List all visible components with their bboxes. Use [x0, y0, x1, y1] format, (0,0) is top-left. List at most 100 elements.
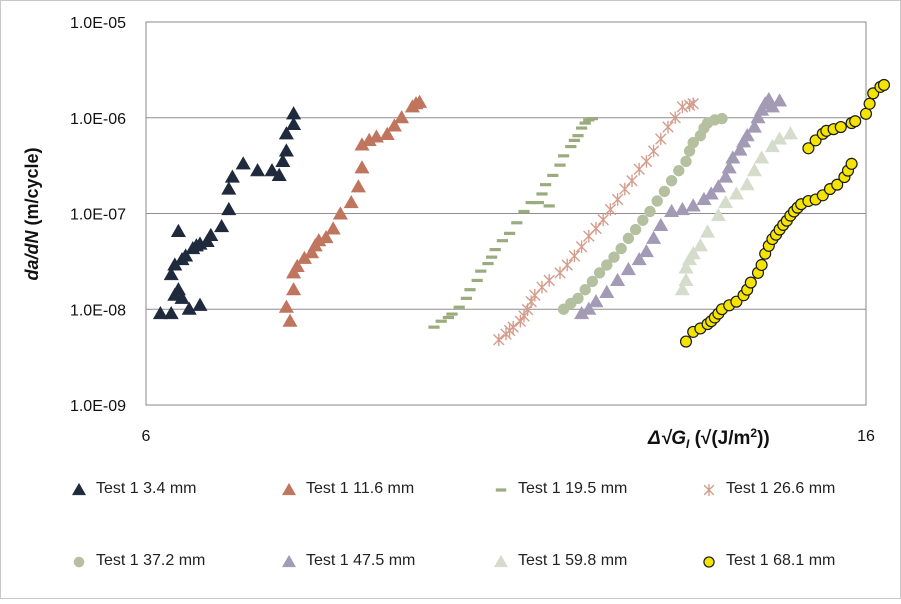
data-point	[750, 110, 766, 124]
data-point	[192, 297, 208, 311]
data-point	[674, 282, 690, 296]
data-point	[687, 136, 699, 149]
data-point	[845, 157, 858, 170]
data-point	[579, 283, 591, 296]
data-point	[599, 284, 615, 298]
data-point	[221, 201, 237, 216]
data-point	[611, 193, 624, 206]
data-point	[687, 97, 699, 111]
gridlines	[146, 117, 866, 310]
data-point	[379, 126, 395, 140]
data-point	[471, 278, 483, 283]
data-point	[674, 201, 690, 216]
data-point	[558, 154, 570, 158]
data-point	[289, 258, 305, 272]
data-point	[718, 194, 734, 209]
data-point	[728, 186, 744, 200]
legend-swatch	[281, 554, 297, 568]
legend-swatch	[495, 488, 507, 492]
y-axis-label: da/dN (m/cycle)	[22, 147, 42, 280]
x-tick-label: 6	[142, 428, 151, 445]
data-point	[565, 144, 577, 149]
data-point	[579, 121, 591, 125]
data-point	[453, 305, 465, 309]
data-point	[511, 221, 523, 225]
data-point	[235, 156, 251, 170]
legend-swatch	[703, 556, 715, 568]
data-point	[572, 292, 584, 305]
data-point	[673, 164, 685, 177]
data-point	[721, 160, 737, 174]
series-5	[557, 112, 728, 315]
data-point	[460, 296, 472, 300]
legend-swatch	[493, 554, 509, 568]
data-point	[561, 258, 573, 272]
data-point	[859, 107, 873, 120]
data-point	[744, 276, 757, 289]
legend-label: Test 1 59.8 mm	[518, 552, 628, 569]
data-point	[428, 325, 440, 329]
data-point	[572, 134, 584, 138]
legend-swatch	[73, 556, 85, 568]
data-point	[782, 126, 798, 140]
data-point	[278, 126, 294, 140]
x-axis-ticks: 6 16	[142, 428, 875, 445]
data-point	[412, 94, 428, 108]
data-point	[703, 186, 719, 200]
data-point	[278, 143, 294, 157]
series-8	[679, 78, 891, 348]
y-tick-label: 1.0E-09	[70, 398, 126, 415]
data-point	[170, 223, 186, 237]
data-point	[692, 238, 708, 252]
data-point	[442, 315, 454, 320]
data-point	[676, 100, 689, 114]
legend-marker	[493, 554, 509, 568]
data-point	[710, 208, 726, 222]
data-point	[593, 267, 606, 279]
data-point	[475, 269, 487, 273]
data-point	[464, 288, 476, 292]
data-point	[637, 214, 649, 226]
legend-item: Test 1 19.5 mm	[492, 480, 627, 498]
data-point	[354, 160, 370, 174]
data-point	[286, 282, 302, 296]
data-point	[446, 312, 458, 316]
data-point	[343, 194, 359, 209]
legend-label: Test 1 11.6 mm	[306, 480, 415, 497]
data-point	[834, 120, 847, 134]
data-point	[554, 163, 566, 167]
data-point	[518, 209, 530, 214]
data-point	[831, 178, 844, 191]
data-point	[610, 272, 626, 286]
data-point	[601, 259, 613, 271]
data-point	[224, 169, 240, 183]
data-point	[350, 179, 366, 193]
data-point	[178, 248, 194, 262]
data-point	[568, 138, 580, 143]
data-point	[739, 177, 755, 191]
data-point	[626, 174, 638, 188]
legend-item: Test 1 68.1 mm	[700, 552, 835, 570]
y-tick-label: 1.0E-06	[70, 111, 126, 128]
data-point	[304, 245, 320, 259]
data-point	[576, 126, 588, 130]
x-axis-label: Δ√GI (√(J/m2))	[647, 426, 770, 451]
data-point	[863, 97, 876, 110]
data-point	[620, 261, 636, 276]
data-point	[586, 275, 599, 288]
data-point	[716, 112, 728, 125]
data-point	[662, 120, 674, 134]
data-point	[482, 261, 494, 266]
legend-label: Test 1 68.1 mm	[726, 552, 836, 569]
data-point	[615, 242, 627, 255]
legend-label: Test 1 3.4 mm	[96, 480, 197, 497]
data-point	[325, 221, 341, 235]
data-point	[525, 200, 537, 205]
data-point	[586, 116, 598, 121]
data-point	[597, 213, 609, 227]
series-4	[493, 97, 699, 347]
legend-marker	[71, 482, 87, 496]
series-6	[574, 91, 788, 320]
